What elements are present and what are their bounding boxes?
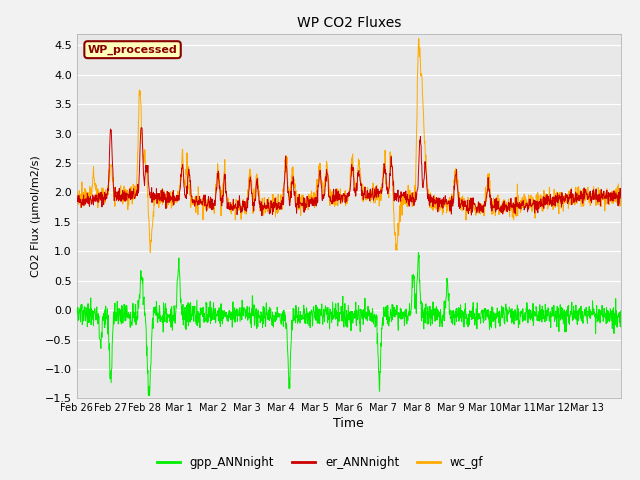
X-axis label: Time: Time [333, 418, 364, 431]
Y-axis label: CO2 Flux (μmol/m2/s): CO2 Flux (μmol/m2/s) [31, 155, 41, 277]
Text: WP_processed: WP_processed [88, 45, 177, 55]
Title: WP CO2 Fluxes: WP CO2 Fluxes [296, 16, 401, 30]
Legend: gpp_ANNnight, er_ANNnight, wc_gf: gpp_ANNnight, er_ANNnight, wc_gf [152, 452, 488, 474]
